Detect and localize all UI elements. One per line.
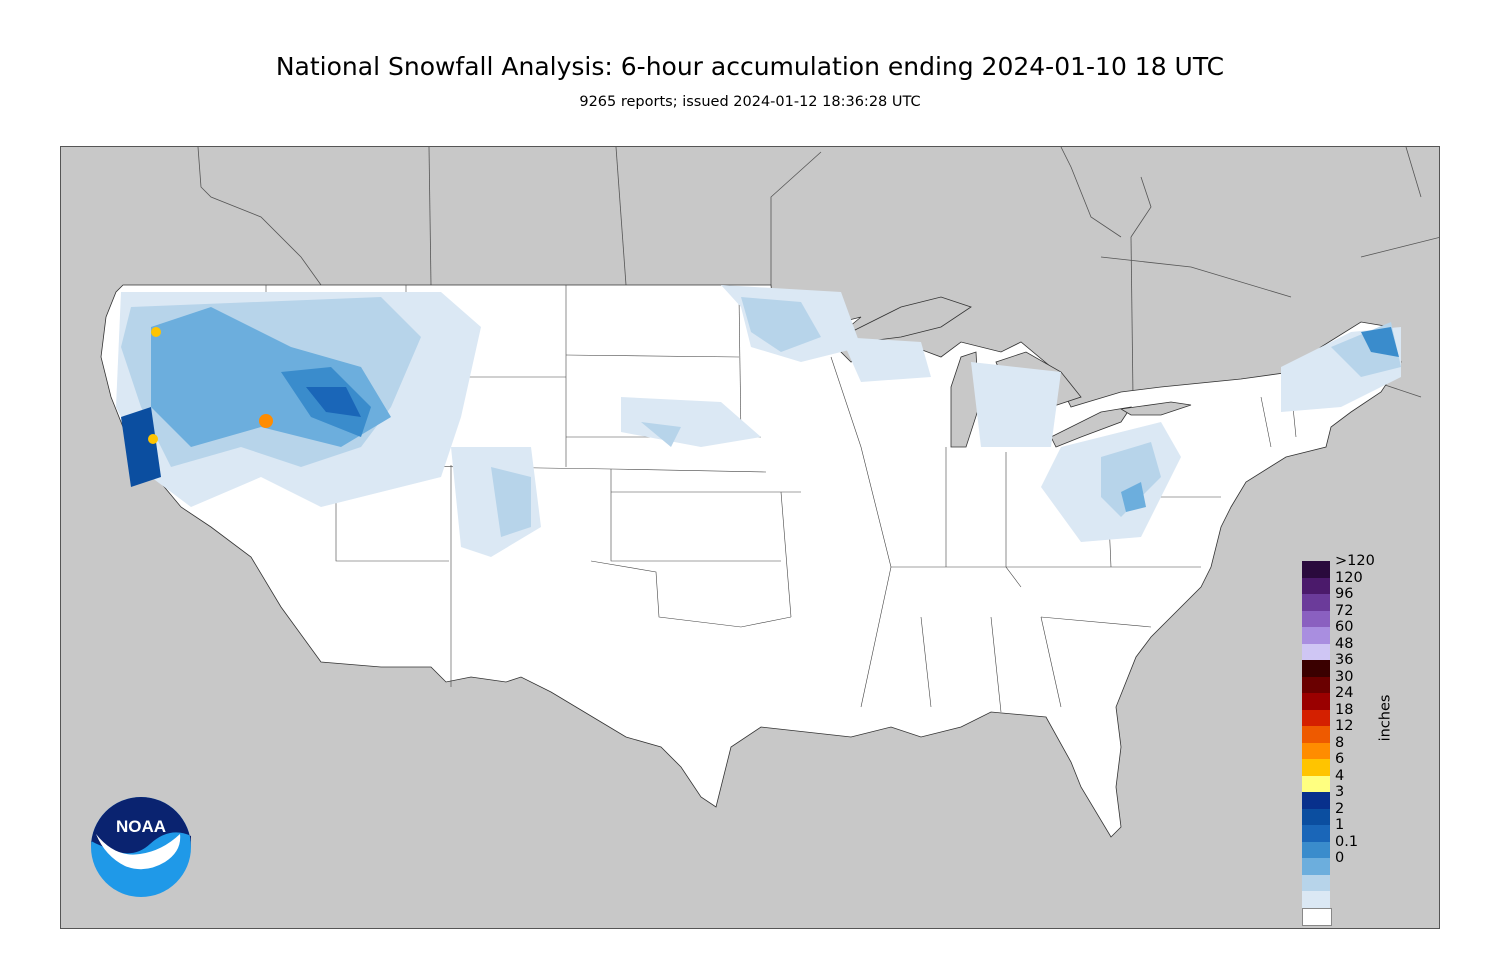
legend-swatch <box>1302 775 1330 792</box>
legend-swatch <box>1302 792 1330 809</box>
map-subtitle: 9265 reports; issued 2024-01-12 18:36:28… <box>579 94 921 110</box>
legend-swatch <box>1302 676 1330 693</box>
legend-swatch <box>1302 660 1330 677</box>
legend-label: 30 <box>1335 668 1354 685</box>
legend-swatch <box>1302 693 1330 710</box>
legend-swatch <box>1302 858 1330 875</box>
legend-label: 4 <box>1335 767 1345 784</box>
legend-label: 3 <box>1335 784 1345 800</box>
canada-borders <box>197 147 1439 398</box>
noaa-logo-text: NOAA <box>116 817 166 836</box>
legend-swatch <box>1302 759 1330 776</box>
legend-swatch <box>1302 577 1330 594</box>
legend-swatch <box>1302 643 1330 660</box>
legend-swatch <box>1302 891 1330 908</box>
legend-label: 60 <box>1335 619 1354 635</box>
legend-swatch <box>1302 874 1330 891</box>
legend-label: >120 <box>1335 553 1375 569</box>
legend-label: 36 <box>1335 652 1354 668</box>
legend-label: 0.1 <box>1335 833 1359 850</box>
legend-units: inches <box>1377 690 1402 750</box>
legend-swatch <box>1302 841 1330 858</box>
snowfall-shading <box>116 285 1401 557</box>
legend-swatch <box>1302 709 1330 726</box>
legend-label: 0 <box>1335 850 1345 866</box>
legend-label: 18 <box>1335 701 1354 718</box>
legend-label: 96 <box>1335 586 1354 602</box>
legend-label: 120 <box>1335 569 1363 586</box>
legend-swatch <box>1302 726 1330 743</box>
legend-label: 48 <box>1335 635 1354 652</box>
legend-label: 6 <box>1335 751 1345 767</box>
units-label: inches <box>1377 694 1394 742</box>
legend-swatch <box>1302 594 1330 611</box>
legend-label: 8 <box>1335 734 1345 751</box>
legend-swatch <box>1302 610 1330 627</box>
map-canvas <box>100 147 1439 838</box>
legend-swatch <box>1302 561 1330 578</box>
legend-label: 72 <box>1335 602 1354 619</box>
legend-label: 24 <box>1335 685 1354 701</box>
legend-label: 2 <box>1335 800 1345 817</box>
map-title: National Snowfall Analysis: 6-hour accum… <box>275 52 1225 81</box>
legend-label: 12 <box>1335 718 1354 734</box>
snowfall-map <box>60 146 1440 929</box>
legend-swatch <box>1302 808 1330 825</box>
legend-swatch <box>1302 825 1330 842</box>
legend-swatch <box>1302 627 1330 644</box>
noaa-logo-icon: NOAA <box>90 796 192 898</box>
legend-label: 1 <box>1335 817 1345 833</box>
legend-swatch <box>1302 742 1330 759</box>
legend-swatch <box>1302 907 1332 926</box>
